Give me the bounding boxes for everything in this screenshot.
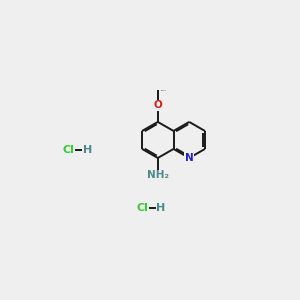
Text: methoxy: methoxy [158,89,164,90]
Text: H: H [156,203,165,213]
Text: N: N [185,153,194,163]
Text: methoxy: methoxy [158,89,164,90]
Text: Cl: Cl [136,203,148,213]
Text: H: H [83,145,92,155]
Text: O: O [153,100,162,110]
Text: methoxy: methoxy [161,90,167,91]
Text: methyl: methyl [158,89,163,90]
Text: NH₂: NH₂ [147,170,169,180]
Text: Cl: Cl [63,145,75,155]
